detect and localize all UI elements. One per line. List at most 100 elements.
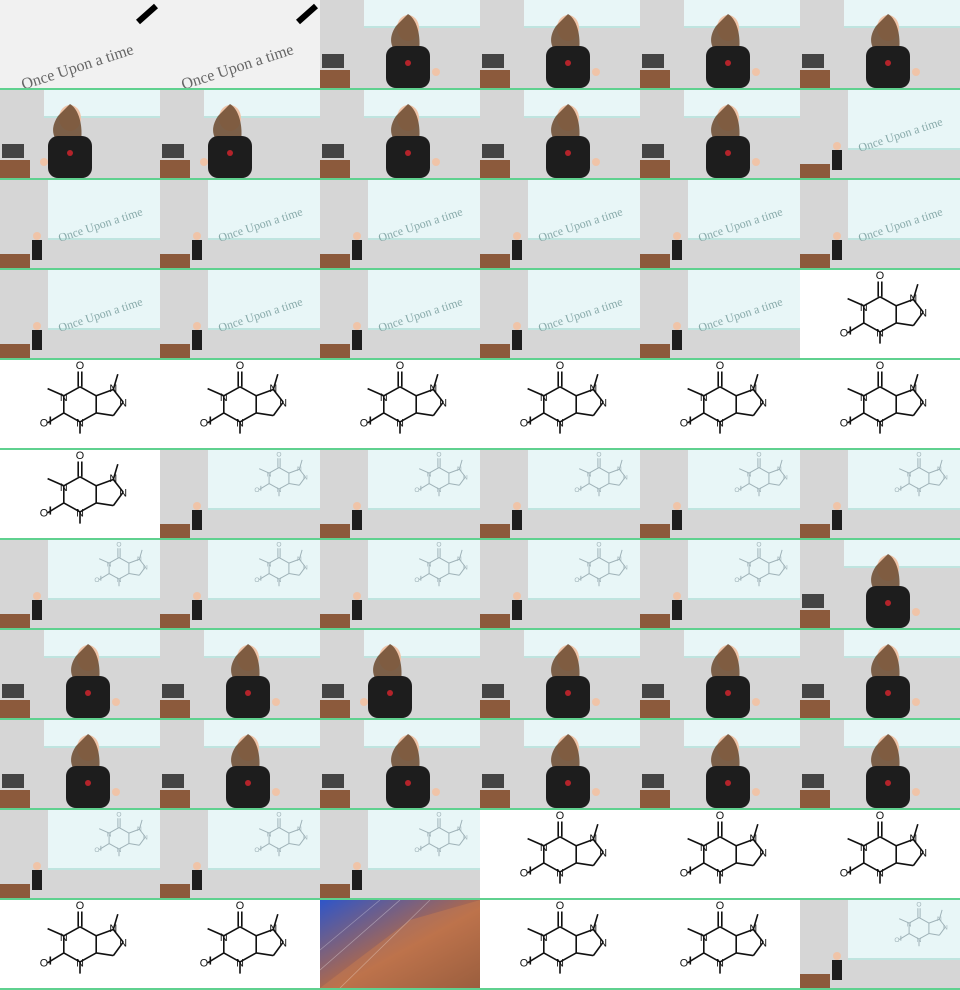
video-thumbnail-43[interactable] xyxy=(0,630,160,720)
video-thumbnail-25[interactable]: O N N N N O xyxy=(0,360,160,450)
video-thumbnail-34[interactable]: O N N N N O xyxy=(480,450,640,540)
video-thumbnail-63[interactable] xyxy=(320,900,480,990)
svg-text:O: O xyxy=(716,900,724,912)
video-thumbnail-26[interactable]: O N N N N O xyxy=(160,360,320,450)
video-thumbnail-62[interactable]: O N N N N O xyxy=(160,900,320,990)
video-thumbnail-4[interactable] xyxy=(480,0,640,90)
frame-image: Once Upon a time xyxy=(480,270,640,358)
video-thumbnail-49[interactable] xyxy=(0,720,160,810)
video-thumbnail-41[interactable]: O N N N N O xyxy=(640,540,800,630)
frame-image: O N N N N O xyxy=(800,360,960,448)
video-thumbnail-28[interactable]: O N N N N O xyxy=(480,360,640,450)
caffeine-molecule: O N N N N O xyxy=(200,360,287,434)
svg-text:O: O xyxy=(520,867,528,879)
video-thumbnail-10[interactable] xyxy=(480,90,640,180)
frame-image: Once Upon a time xyxy=(320,270,480,358)
svg-text:O: O xyxy=(574,487,579,494)
video-thumbnail-32[interactable]: O N N N N O xyxy=(160,450,320,540)
video-thumbnail-51[interactable] xyxy=(320,720,480,810)
video-thumbnail-38[interactable]: O N N N N O xyxy=(160,540,320,630)
video-thumbnail-6[interactable] xyxy=(800,0,960,90)
svg-text:N: N xyxy=(599,398,607,410)
svg-text:N: N xyxy=(716,417,724,429)
svg-text:O: O xyxy=(76,900,84,912)
video-thumbnail-54[interactable] xyxy=(800,720,960,810)
video-thumbnail-40[interactable]: O N N N N O xyxy=(480,540,640,630)
video-thumbnail-66[interactable]: O N N N N O xyxy=(800,900,960,990)
svg-text:N: N xyxy=(917,487,922,494)
svg-text:N: N xyxy=(117,577,122,584)
svg-text:O: O xyxy=(40,507,48,519)
frame-image: Once Upon a time xyxy=(800,180,960,268)
video-thumbnail-15[interactable]: Once Upon a time xyxy=(320,180,480,270)
video-thumbnail-39[interactable]: O N N N N O xyxy=(320,540,480,630)
video-thumbnail-42[interactable] xyxy=(800,540,960,630)
caffeine-molecule: O N N N N O xyxy=(254,542,308,587)
video-thumbnail-65[interactable]: O N N N N O xyxy=(640,900,800,990)
video-thumbnail-58[interactable]: O N N N N O xyxy=(480,810,640,900)
svg-text:O: O xyxy=(436,452,441,459)
video-thumbnail-17[interactable]: Once Upon a time xyxy=(640,180,800,270)
video-thumbnail-60[interactable]: O N N N N O xyxy=(800,810,960,900)
video-thumbnail-20[interactable]: Once Upon a time xyxy=(160,270,320,360)
frame-image xyxy=(320,90,480,178)
video-thumbnail-18[interactable]: Once Upon a time xyxy=(800,180,960,270)
svg-text:N: N xyxy=(76,507,84,519)
video-thumbnail-16[interactable]: Once Upon a time xyxy=(480,180,640,270)
video-thumbnail-9[interactable] xyxy=(320,90,480,180)
video-thumbnail-2[interactable]: Once Upon a time xyxy=(160,0,320,90)
video-thumbnail-55[interactable]: O N N N N O xyxy=(0,810,160,900)
video-thumbnail-24[interactable]: O N N N N O xyxy=(800,270,960,360)
video-thumbnail-46[interactable] xyxy=(480,630,640,720)
video-thumbnail-57[interactable]: O N N N N O xyxy=(320,810,480,900)
svg-text:N: N xyxy=(269,383,277,395)
video-thumbnail-61[interactable]: O N N N N O xyxy=(0,900,160,990)
frame-image: O N N N N O xyxy=(0,360,160,448)
svg-text:O: O xyxy=(840,867,848,879)
frame-image xyxy=(160,720,320,808)
video-thumbnail-53[interactable] xyxy=(640,720,800,810)
video-thumbnail-5[interactable] xyxy=(640,0,800,90)
video-thumbnail-64[interactable]: O N N N N O xyxy=(480,900,640,990)
svg-text:O: O xyxy=(254,847,259,854)
svg-text:O: O xyxy=(76,360,84,372)
video-thumbnail-7[interactable] xyxy=(0,90,160,180)
video-thumbnail-30[interactable]: O N N N N O xyxy=(800,360,960,450)
video-thumbnail-50[interactable] xyxy=(160,720,320,810)
frame-image xyxy=(480,720,640,808)
video-thumbnail-44[interactable] xyxy=(160,630,320,720)
frame-image: O N N N N O xyxy=(480,900,640,988)
svg-text:O: O xyxy=(916,902,921,909)
video-thumbnail-14[interactable]: Once Upon a time xyxy=(160,180,320,270)
frame-image: O N N N N O xyxy=(480,810,640,898)
video-thumbnail-12[interactable]: Once Upon a time xyxy=(800,90,960,180)
video-thumbnail-56[interactable]: O N N N N O xyxy=(160,810,320,900)
video-thumbnail-22[interactable]: Once Upon a time xyxy=(480,270,640,360)
video-thumbnail-31[interactable]: O N N N N O xyxy=(0,450,160,540)
video-thumbnail-29[interactable]: O N N N N O xyxy=(640,360,800,450)
video-thumbnail-27[interactable]: O N N N N O xyxy=(320,360,480,450)
video-thumbnail-37[interactable]: O N N N N O xyxy=(0,540,160,630)
frame-image: O N N N N O xyxy=(0,450,160,538)
svg-text:N: N xyxy=(749,923,757,935)
video-thumbnail-3[interactable] xyxy=(320,0,480,90)
video-thumbnail-52[interactable] xyxy=(480,720,640,810)
frame-image: O N N N N O xyxy=(640,540,800,628)
video-thumbnail-47[interactable] xyxy=(640,630,800,720)
video-thumbnail-11[interactable] xyxy=(640,90,800,180)
video-thumbnail-19[interactable]: Once Upon a time xyxy=(0,270,160,360)
video-thumbnail-36[interactable]: O N N N N O xyxy=(800,450,960,540)
video-thumbnail-8[interactable] xyxy=(160,90,320,180)
video-thumbnail-33[interactable]: O N N N N O xyxy=(320,450,480,540)
video-thumbnail-35[interactable]: O N N N N O xyxy=(640,450,800,540)
video-thumbnail-45[interactable] xyxy=(320,630,480,720)
svg-text:N: N xyxy=(119,488,127,500)
video-thumbnail-13[interactable]: Once Upon a time xyxy=(0,180,160,270)
video-thumbnail-23[interactable]: Once Upon a time xyxy=(640,270,800,360)
frame-image: O N N N N O xyxy=(320,450,480,538)
svg-text:O: O xyxy=(276,812,281,819)
video-thumbnail-48[interactable] xyxy=(800,630,960,720)
video-thumbnail-21[interactable]: Once Upon a time xyxy=(320,270,480,360)
video-thumbnail-1[interactable]: Once Upon a time xyxy=(0,0,160,90)
video-thumbnail-59[interactable]: O N N N N O xyxy=(640,810,800,900)
